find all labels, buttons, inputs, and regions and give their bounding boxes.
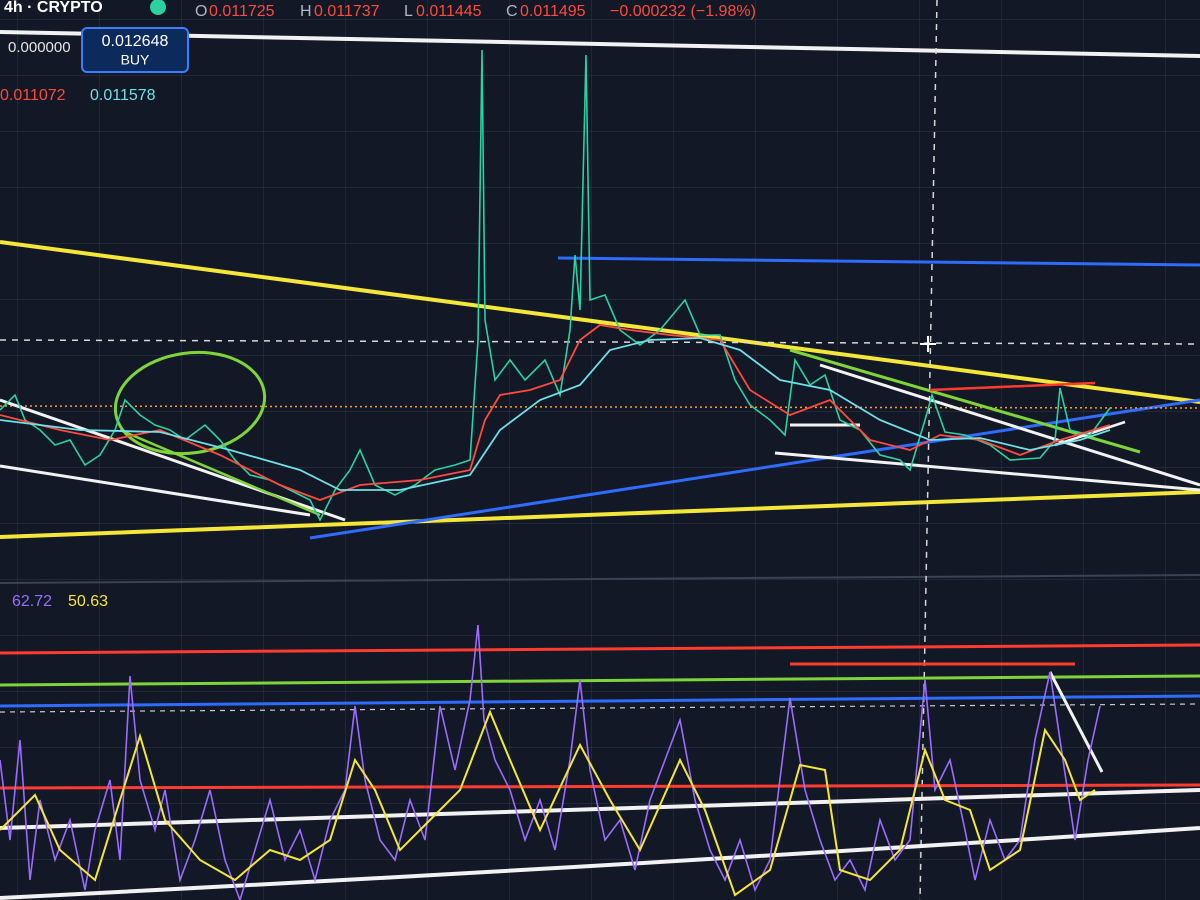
ohlc-value: 0.011495 — [520, 3, 586, 20]
ma-fast — [0, 324, 1111, 501]
ma-value: 0.011072 — [0, 87, 66, 104]
trend-line — [819, 363, 1200, 487]
trend-line — [0, 490, 1200, 539]
ohlc-label: O — [195, 3, 207, 20]
level-line — [0, 643, 1200, 655]
cursor — [920, 336, 936, 352]
trend-line — [0, 240, 1200, 404]
ohlc-label: C — [506, 3, 518, 20]
ohlc-value: 0.011737 — [314, 3, 380, 20]
ohlc-value: 0.011725 — [209, 3, 275, 20]
oscillator-value: 50.63 — [68, 593, 108, 610]
triangle — [1054, 420, 1126, 447]
level-line — [557, 256, 1200, 267]
trend-line — [119, 428, 321, 517]
header: 4h · CRYPTO O 0.011725 H 0.011737 L 0.01… — [4, 0, 756, 20]
ohlc-label: H — [300, 3, 312, 20]
sell-price: 0.000000 — [8, 39, 71, 56]
level-line — [0, 674, 1200, 687]
price-candles — [0, 49, 1111, 522]
level-line — [0, 783, 1200, 790]
circle-annotation — [113, 350, 267, 456]
trend-line — [309, 398, 1200, 540]
oscillator-line — [0, 624, 1101, 900]
ma-slow — [0, 337, 1111, 491]
change: −0.000232 (−1.98%) — [610, 3, 756, 20]
trend-line — [0, 30, 1200, 58]
buy-label[interactable]: BUY — [121, 52, 150, 68]
trend-line — [1048, 671, 1104, 773]
trend-line — [929, 381, 1096, 392]
ohlc-label: L — [404, 3, 413, 20]
buy-button-box[interactable] — [81, 27, 189, 73]
trend-line — [0, 788, 1200, 830]
ma-value: 0.011578 — [90, 87, 156, 104]
status-icon — [150, 0, 166, 15]
price-line — [0, 405, 1200, 409]
level-line — [0, 703, 1200, 713]
buy-price[interactable]: 0.012648 — [102, 33, 169, 50]
oscillator-levels — [0, 643, 1200, 900]
pane-divider — [0, 574, 1200, 584]
buy-button[interactable]: 0.012648 BUY — [81, 27, 189, 73]
ohlc-value: 0.011445 — [416, 3, 482, 20]
level-line — [0, 694, 1200, 708]
oscillator-value: 62.72 — [12, 593, 52, 610]
trend-line — [0, 464, 311, 517]
trend-line — [774, 451, 1200, 492]
symbol: 4h · CRYPTO — [4, 0, 103, 16]
signal-line — [0, 709, 1096, 897]
crosshair — [0, 339, 1200, 345]
